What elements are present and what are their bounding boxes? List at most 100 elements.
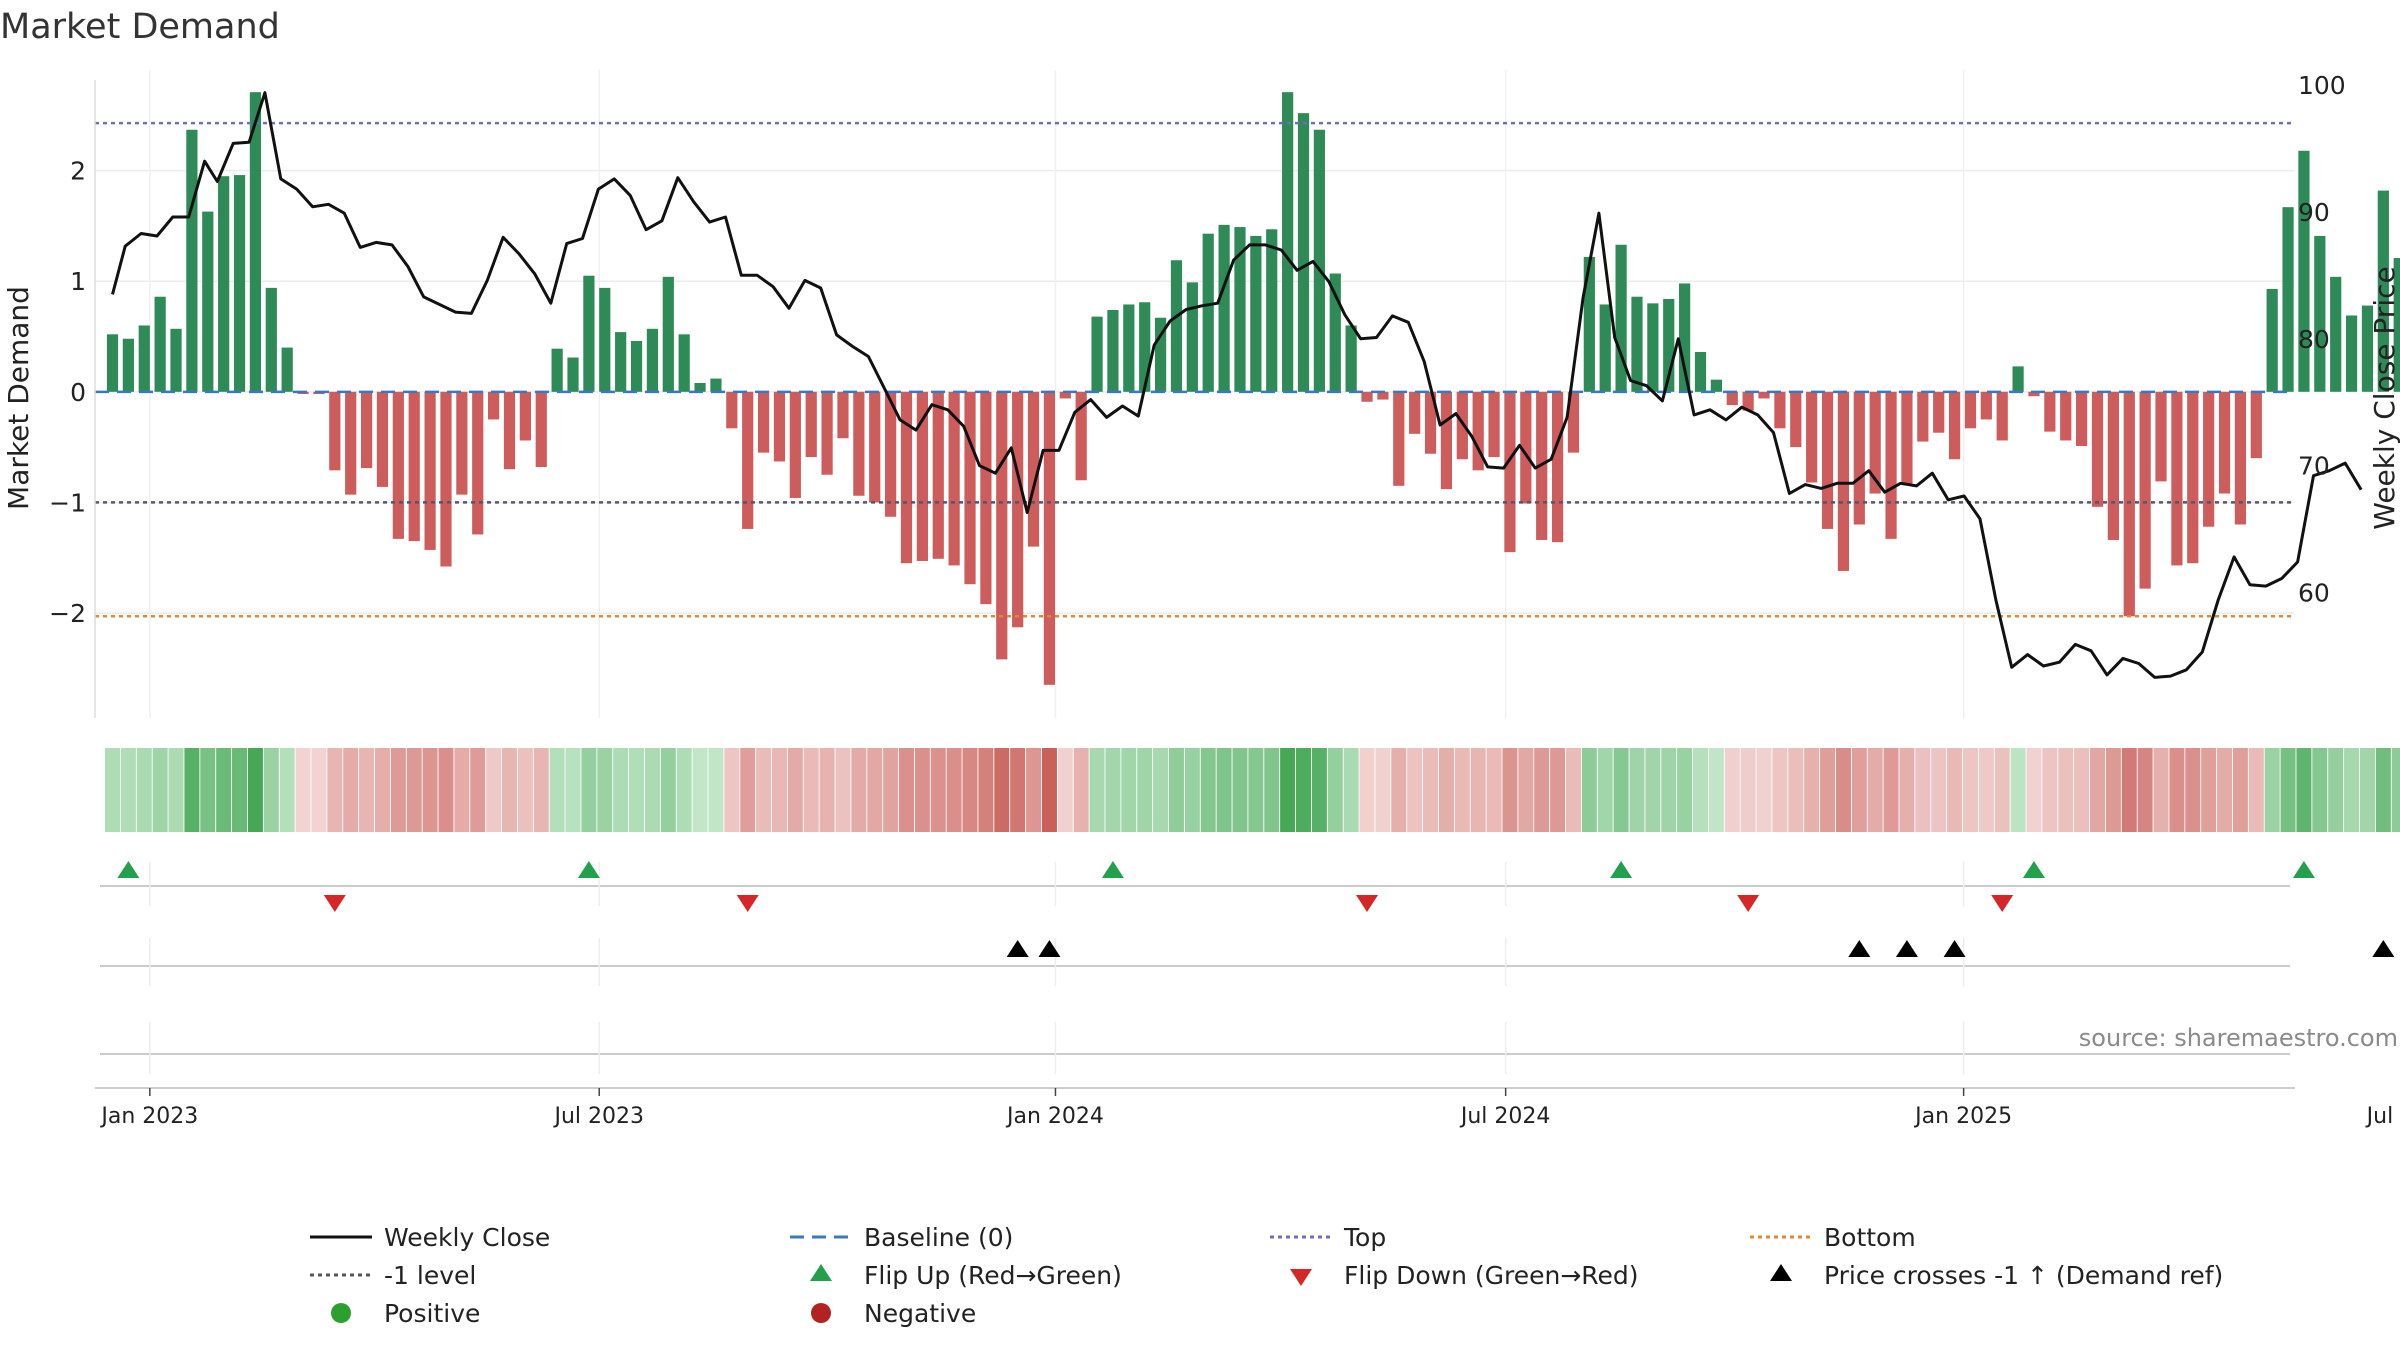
demand-bar [630, 340, 643, 392]
legend-label: -1 level [384, 1261, 476, 1290]
heat-cell [247, 748, 263, 832]
demand-bar [1107, 309, 1119, 392]
heat-cell [1724, 748, 1740, 832]
demand-bar [1917, 391, 1929, 442]
x-tick-label: Jul 2024 [1459, 1104, 1551, 1129]
legend-label: Negative [864, 1299, 976, 1328]
heat-cell [2248, 748, 2264, 832]
y2-tick-label: 90 [2298, 198, 2330, 227]
heat-cell [1311, 748, 1327, 832]
heat-cell [835, 748, 851, 832]
demand-bar [1361, 391, 1373, 402]
demand-bar [138, 325, 150, 392]
demand-bar [1901, 391, 1913, 484]
demand-bar [1313, 129, 1325, 392]
heat-cell [692, 748, 708, 832]
demand-bar [2155, 391, 2167, 482]
demand-bar [2250, 391, 2262, 459]
heat-cell [930, 748, 946, 832]
heat-cell [1343, 748, 1359, 832]
demand-bar [1440, 391, 1453, 490]
demand-bar [1075, 391, 1087, 481]
demand-bar [233, 175, 246, 392]
cross-marker-row [100, 938, 2395, 986]
x-tick-label: Jul 2025 [2365, 1104, 2400, 1129]
demand-bar [551, 348, 563, 392]
heat-cell [200, 748, 216, 832]
demand-bar [710, 378, 722, 392]
heat-cell [168, 748, 184, 832]
demand-bar [1329, 273, 1341, 392]
y-axis-label: Market Demand [2, 286, 35, 510]
demand-bar [1488, 391, 1500, 458]
demand-bar [964, 391, 976, 585]
heat-cell [2105, 748, 2121, 832]
demand-bar [1186, 282, 1198, 392]
heat-cell [1613, 748, 1629, 832]
heat-cell [899, 748, 914, 832]
demand-bar [503, 391, 516, 470]
demand-bar [2076, 391, 2088, 446]
legend-item: Flip Up (Red→Green) [810, 1261, 1122, 1290]
heat-cell [1772, 748, 1788, 832]
y2-tick-label: 100 [2298, 71, 2346, 100]
y-tick-label: −2 [49, 599, 86, 628]
heat-cell [1851, 748, 1867, 832]
legend-item: Negative [811, 1299, 976, 1328]
heat-cell [2042, 748, 2058, 832]
demand-bar [1377, 391, 1389, 400]
heat-cell [1899, 748, 1915, 832]
heat-cell [724, 748, 740, 832]
heat-cell [374, 748, 390, 832]
heat-cell [708, 748, 724, 832]
demand-bar [1679, 283, 1691, 392]
demand-bar [1647, 303, 1659, 392]
heat-cell [946, 748, 962, 832]
heat-cell [2280, 748, 2296, 832]
demand-bar [329, 391, 341, 471]
demand-bar [885, 391, 897, 517]
heat-cell [1010, 748, 1026, 832]
demand-bar [869, 391, 881, 503]
heat-cell [914, 748, 930, 832]
demand-bar [2187, 391, 2199, 564]
demand-bar [2171, 391, 2183, 566]
legend-label: Weekly Close [384, 1223, 550, 1252]
x-tick-label: Jul 2023 [552, 1104, 644, 1129]
heat-cell [1931, 748, 1947, 832]
legend-item: Baseline (0) [790, 1223, 1013, 1252]
demand-bar [1885, 391, 1897, 539]
bottom-timeline-row [100, 1022, 2290, 1074]
heat-cell [978, 748, 994, 832]
legend-label: Price crosses -1 ↑ (Demand ref) [1824, 1261, 2223, 1290]
heat-cell [406, 748, 422, 832]
demand-bar [1139, 302, 1151, 392]
demand-bar [2314, 235, 2326, 392]
demand-bar [535, 391, 547, 468]
demand-bar [1059, 391, 1071, 399]
y-tick-label: −1 [49, 488, 86, 517]
heat-cell [2296, 748, 2312, 832]
legend-item: Flip Down (Green→Red) [1290, 1261, 1639, 1290]
heat-cell [819, 748, 835, 832]
heat-cell [994, 748, 1010, 832]
demand-bar [1250, 235, 1262, 392]
y2-tick-label: 70 [2298, 452, 2330, 481]
heat-cell [1804, 748, 1820, 832]
flip-up-marker [1101, 861, 1124, 878]
heat-cell [2185, 748, 2201, 832]
demand-bar [1551, 391, 1564, 543]
demand-bar [154, 296, 166, 392]
heat-cell [486, 748, 502, 832]
legend-swatch [811, 1303, 831, 1323]
y2-tick-label: 60 [2298, 578, 2330, 607]
heat-cell [851, 748, 867, 832]
flip-down-marker [1737, 895, 1760, 912]
legend-item: Price crosses -1 ↑ (Demand ref) [1770, 1261, 2223, 1290]
legend-item: Bottom [1750, 1223, 1916, 1252]
heat-cell [1835, 748, 1851, 832]
heat-cell [1502, 748, 1518, 832]
heat-cell [1375, 748, 1391, 832]
demand-bar [932, 391, 944, 559]
demand-bar [900, 391, 913, 564]
